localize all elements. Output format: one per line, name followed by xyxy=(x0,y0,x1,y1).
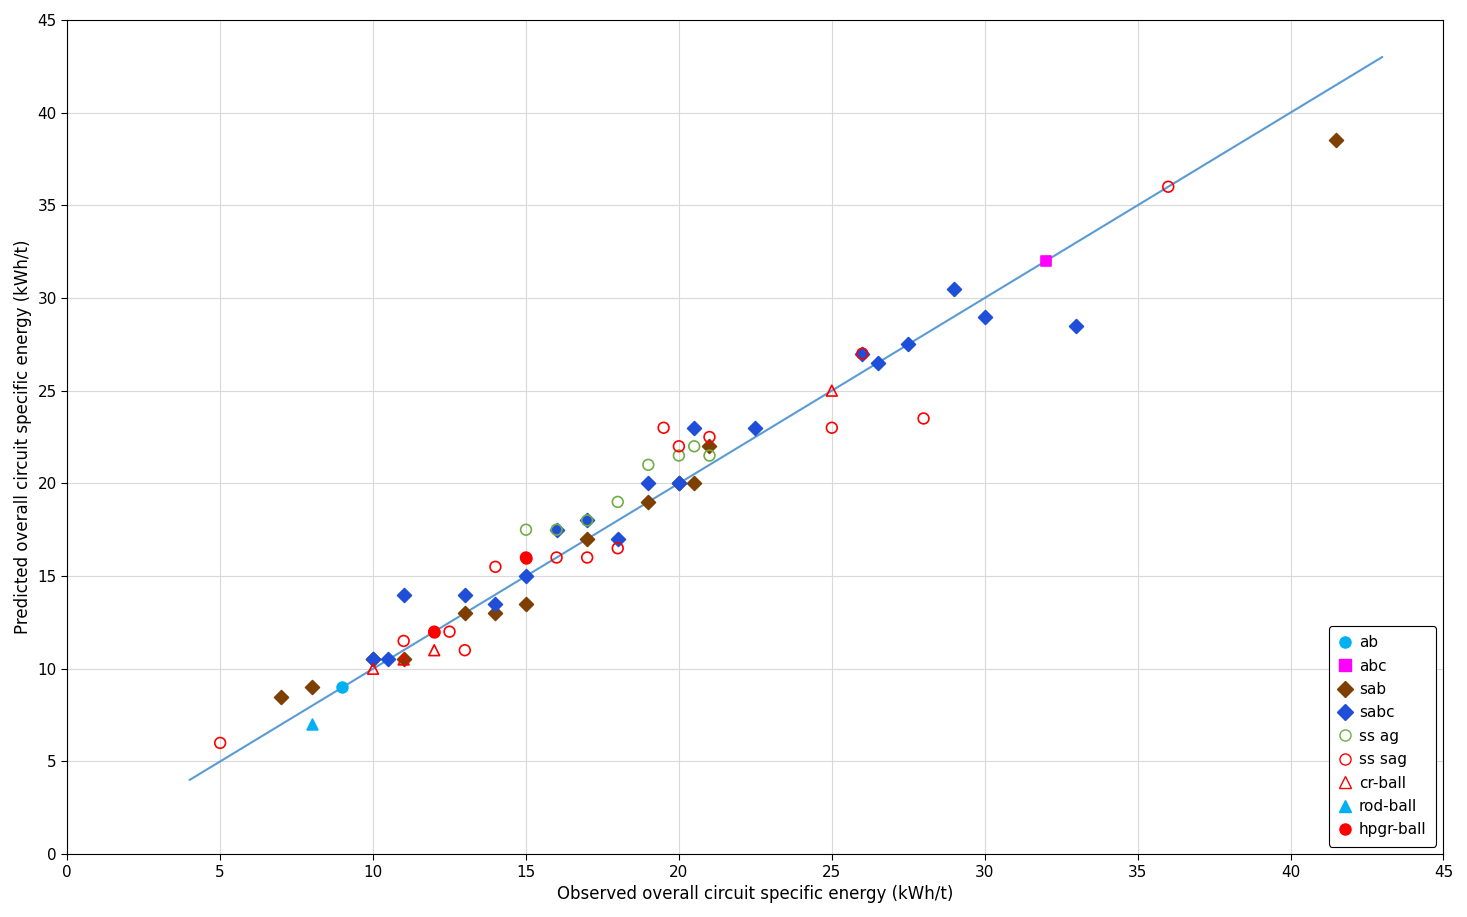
Point xyxy=(606,494,629,509)
Point xyxy=(698,430,722,445)
Point xyxy=(301,717,324,732)
Point xyxy=(667,476,691,491)
Point xyxy=(544,550,568,565)
Point xyxy=(851,347,874,361)
Point xyxy=(544,523,568,537)
Point xyxy=(515,569,538,583)
Point xyxy=(744,420,767,435)
Point xyxy=(667,476,691,491)
Point xyxy=(820,420,844,435)
Point xyxy=(942,282,965,296)
Point xyxy=(866,356,889,370)
Legend: ab, abc, sab, sabc, ss ag, ss sag, cr-ball, rod-ball, hpgr-ball: ab, abc, sab, sabc, ss ag, ss sag, cr-ba… xyxy=(1329,626,1436,846)
Point xyxy=(637,476,660,491)
Point xyxy=(377,652,400,667)
Point xyxy=(637,458,660,472)
Point xyxy=(682,420,706,435)
Point xyxy=(698,439,722,454)
Point xyxy=(422,624,446,639)
Point xyxy=(973,309,996,324)
Point xyxy=(606,532,629,547)
Point xyxy=(575,514,599,528)
Point xyxy=(682,476,706,491)
Point xyxy=(361,661,384,676)
Point xyxy=(515,523,538,537)
Point xyxy=(515,550,538,565)
Point xyxy=(515,597,538,612)
Point xyxy=(392,652,415,667)
Point xyxy=(667,439,691,454)
Point xyxy=(453,643,477,657)
Point xyxy=(575,514,599,528)
Point xyxy=(851,347,874,361)
Point xyxy=(1065,318,1089,333)
Point xyxy=(912,411,936,425)
Point xyxy=(484,597,508,612)
Point xyxy=(361,652,384,667)
Point xyxy=(208,735,232,750)
Point xyxy=(437,624,461,639)
Point xyxy=(606,541,629,556)
Point xyxy=(1156,180,1179,194)
Point xyxy=(392,587,415,602)
Point xyxy=(392,652,415,667)
Point xyxy=(330,679,354,694)
Point xyxy=(1034,254,1058,269)
Point xyxy=(1325,133,1348,148)
Point xyxy=(270,690,293,704)
Point xyxy=(392,634,415,648)
Point xyxy=(484,559,508,574)
X-axis label: Observed overall circuit specific energy (kWh/t): Observed overall circuit specific energy… xyxy=(557,885,954,903)
Point xyxy=(575,532,599,547)
Point xyxy=(896,337,920,351)
Point xyxy=(301,679,324,694)
Point xyxy=(484,606,508,621)
Point xyxy=(544,523,568,537)
Point xyxy=(422,643,446,657)
Y-axis label: Predicted overall circuit specific energy (kWh/t): Predicted overall circuit specific energ… xyxy=(13,239,32,635)
Point xyxy=(453,606,477,621)
Point xyxy=(667,448,691,463)
Point xyxy=(361,652,384,667)
Point xyxy=(682,439,706,454)
Point xyxy=(422,624,446,639)
Point xyxy=(651,420,675,435)
Point xyxy=(637,494,660,509)
Point xyxy=(698,448,722,463)
Point xyxy=(575,550,599,565)
Point xyxy=(515,550,538,565)
Point xyxy=(453,587,477,602)
Point xyxy=(820,383,844,398)
